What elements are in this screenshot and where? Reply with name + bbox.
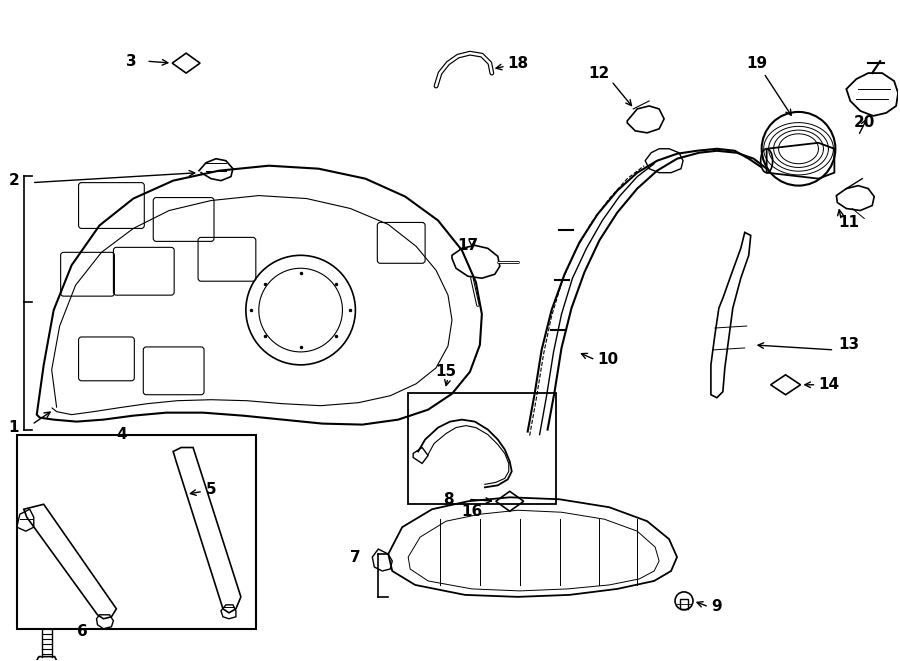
Text: 3: 3 <box>126 54 137 69</box>
Text: 8: 8 <box>444 492 454 507</box>
Text: 2: 2 <box>8 173 19 188</box>
Text: 20: 20 <box>853 116 875 130</box>
Text: 12: 12 <box>589 65 610 81</box>
Text: 14: 14 <box>818 377 840 392</box>
Text: 9: 9 <box>711 600 722 614</box>
Text: 18: 18 <box>508 56 529 71</box>
Text: 1: 1 <box>9 420 19 435</box>
Text: 17: 17 <box>457 238 479 253</box>
Text: 19: 19 <box>746 56 768 71</box>
Text: 10: 10 <box>598 352 618 368</box>
Text: 5: 5 <box>206 482 217 497</box>
Text: 11: 11 <box>839 215 860 230</box>
Text: 16: 16 <box>462 504 482 519</box>
Text: 13: 13 <box>839 337 860 352</box>
Text: 15: 15 <box>435 364 456 379</box>
Text: 7: 7 <box>350 549 360 564</box>
Text: 6: 6 <box>76 624 87 639</box>
Text: 4: 4 <box>116 427 127 442</box>
